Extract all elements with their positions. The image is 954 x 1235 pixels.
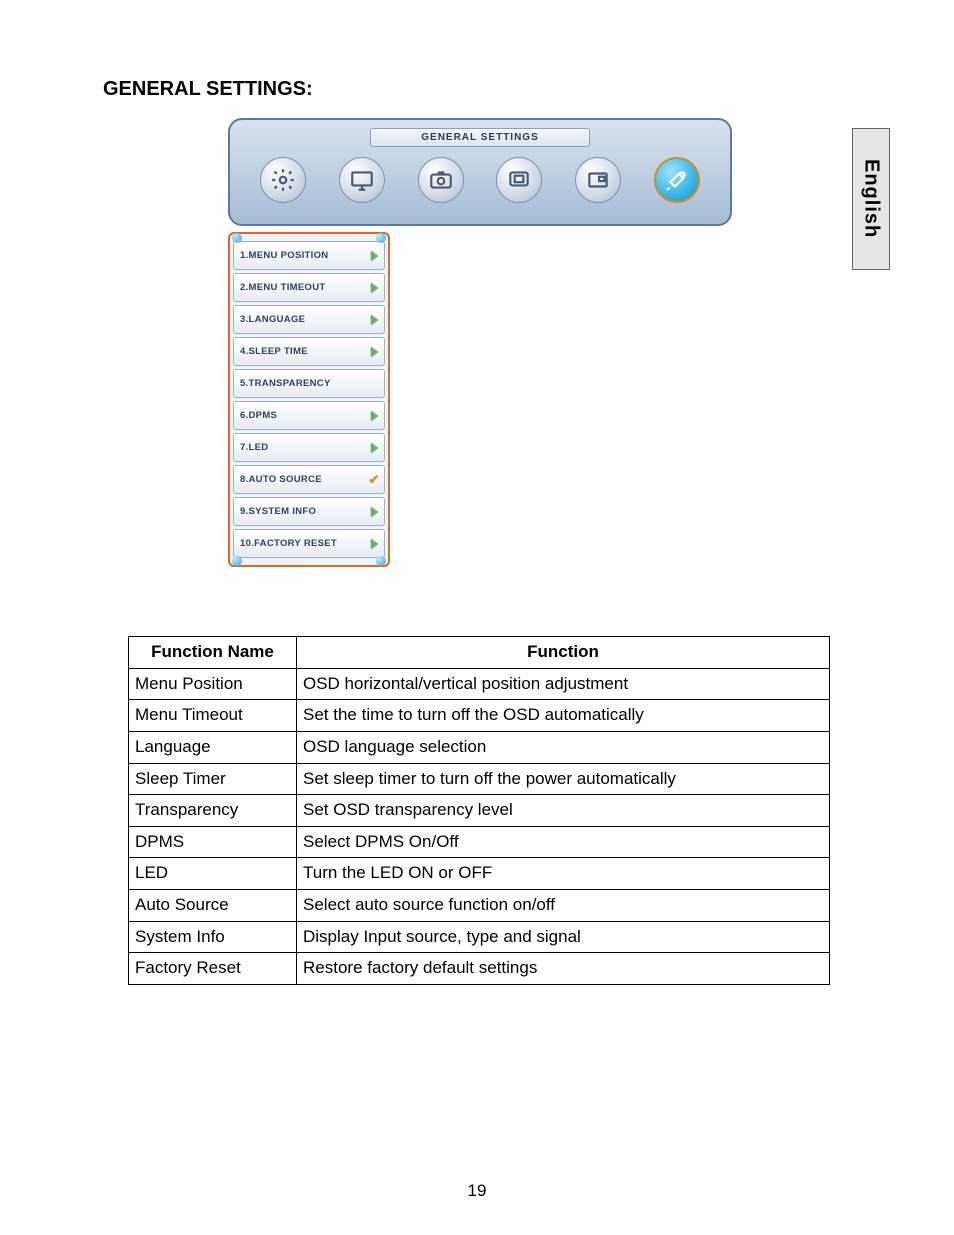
osd-menu-item-label: 9.SYSTEM INFO bbox=[240, 506, 316, 517]
corner-dot-icon bbox=[232, 556, 242, 566]
table-row: Factory ResetRestore factory default set… bbox=[129, 953, 830, 985]
osd-menu-item-label: 6.DPMS bbox=[240, 410, 277, 421]
col-function-name: Function Name bbox=[129, 637, 297, 669]
blank-icon bbox=[368, 378, 380, 390]
osd-menu-item[interactable]: 2.MENU TIMEOUT bbox=[233, 273, 385, 302]
page-number: 19 bbox=[0, 1181, 954, 1201]
cell-function-desc: Set the time to turn off the OSD automat… bbox=[297, 700, 830, 732]
cell-function-name: System Info bbox=[129, 921, 297, 953]
chevron-right-icon bbox=[368, 506, 380, 518]
function-table: Function Name Function Menu PositionOSD … bbox=[128, 636, 830, 985]
osd-icon-row bbox=[238, 153, 722, 203]
cell-function-desc: Display Input source, type and signal bbox=[297, 921, 830, 953]
chevron-right-icon bbox=[368, 250, 380, 262]
osd-menu-item-label: 5.TRANSPARENCY bbox=[240, 378, 331, 389]
osd-menu-item[interactable]: 3.LANGUAGE bbox=[233, 305, 385, 334]
table-row: System InfoDisplay Input source, type an… bbox=[129, 921, 830, 953]
osd-submenu: 1.MENU POSITION 2.MENU TIMEOUT 3.LANGUAGE 4… bbox=[228, 232, 390, 567]
osd-menu-item-label: 3.LANGUAGE bbox=[240, 314, 305, 325]
table-row: LanguageOSD language selection bbox=[129, 731, 830, 763]
osd-menu-item[interactable]: 8.AUTO SOURCE ✔ bbox=[233, 465, 385, 494]
osd-menu-item[interactable]: 7.LED bbox=[233, 433, 385, 462]
osd-menu-item[interactable]: 9.SYSTEM INFO bbox=[233, 497, 385, 526]
osd-menu-item[interactable]: 1.MENU POSITION bbox=[233, 241, 385, 270]
picture-icon[interactable] bbox=[575, 157, 621, 203]
osd-menu-item-label: 10.FACTORY RESET bbox=[240, 538, 337, 549]
table-row: Auto SourceSelect auto source function o… bbox=[129, 890, 830, 922]
cell-function-name: DPMS bbox=[129, 826, 297, 858]
chevron-right-icon bbox=[368, 282, 380, 294]
language-tab: English bbox=[852, 128, 890, 270]
osd-menu-item[interactable]: 4.SLEEP TIME bbox=[233, 337, 385, 366]
osd-menu-item[interactable]: 10.FACTORY RESET bbox=[233, 529, 385, 558]
osd-menu-item-label: 7.LED bbox=[240, 442, 268, 453]
cell-function-name: Factory Reset bbox=[129, 953, 297, 985]
table-row: Menu PositionOSD horizontal/vertical pos… bbox=[129, 668, 830, 700]
osd-menu-item-label: 1.MENU POSITION bbox=[240, 250, 328, 261]
cell-function-name: Auto Source bbox=[129, 890, 297, 922]
check-icon: ✔ bbox=[368, 474, 380, 486]
cell-function-desc: OSD horizontal/vertical position adjustm… bbox=[297, 668, 830, 700]
osd-menu-item-label: 4.SLEEP TIME bbox=[240, 346, 308, 357]
monitor-icon[interactable] bbox=[339, 157, 385, 203]
osd-panel: GENERAL SETTINGS 1.MENU POSITION2 bbox=[228, 118, 732, 567]
cell-function-name: Menu Position bbox=[129, 668, 297, 700]
osd-header: GENERAL SETTINGS bbox=[228, 118, 732, 226]
gear-icon[interactable] bbox=[260, 157, 306, 203]
osd-menu-item[interactable]: 5.TRANSPARENCY bbox=[233, 369, 385, 398]
table-row: DPMSSelect DPMS On/Off bbox=[129, 826, 830, 858]
osd-menu-item-label: 2.MENU TIMEOUT bbox=[240, 282, 325, 293]
cell-function-desc: OSD language selection bbox=[297, 731, 830, 763]
osd-menu-item[interactable]: 6.DPMS bbox=[233, 401, 385, 430]
tools-icon[interactable] bbox=[654, 157, 700, 203]
cell-function-desc: Turn the LED ON or OFF bbox=[297, 858, 830, 890]
cell-function-name: Language bbox=[129, 731, 297, 763]
cell-function-desc: Restore factory default settings bbox=[297, 953, 830, 985]
table-row: TransparencySet OSD transparency level bbox=[129, 795, 830, 827]
language-tab-label: English bbox=[860, 159, 883, 238]
cell-function-name: Sleep Timer bbox=[129, 763, 297, 795]
cell-function-desc: Set sleep timer to turn off the power au… bbox=[297, 763, 830, 795]
table-row: Menu TimeoutSet the time to turn off the… bbox=[129, 700, 830, 732]
display-icon[interactable] bbox=[496, 157, 542, 203]
chevron-right-icon bbox=[368, 442, 380, 454]
cell-function-name: Menu Timeout bbox=[129, 700, 297, 732]
page-title: GENERAL SETTINGS: bbox=[103, 78, 313, 101]
chevron-right-icon bbox=[368, 314, 380, 326]
chevron-right-icon bbox=[368, 346, 380, 358]
cell-function-desc: Select auto source function on/off bbox=[297, 890, 830, 922]
camera-icon[interactable] bbox=[418, 157, 464, 203]
cell-function-desc: Select DPMS On/Off bbox=[297, 826, 830, 858]
cell-function-desc: Set OSD transparency level bbox=[297, 795, 830, 827]
cell-function-name: Transparency bbox=[129, 795, 297, 827]
chevron-right-icon bbox=[368, 410, 380, 422]
col-function: Function bbox=[297, 637, 830, 669]
table-header-row: Function Name Function bbox=[129, 637, 830, 669]
corner-dot-icon bbox=[376, 556, 386, 566]
cell-function-name: LED bbox=[129, 858, 297, 890]
osd-title: GENERAL SETTINGS bbox=[370, 128, 590, 147]
table-row: Sleep TimerSet sleep timer to turn off t… bbox=[129, 763, 830, 795]
table-row: LEDTurn the LED ON or OFF bbox=[129, 858, 830, 890]
osd-menu-item-label: 8.AUTO SOURCE bbox=[240, 474, 322, 485]
chevron-right-icon bbox=[368, 538, 380, 550]
